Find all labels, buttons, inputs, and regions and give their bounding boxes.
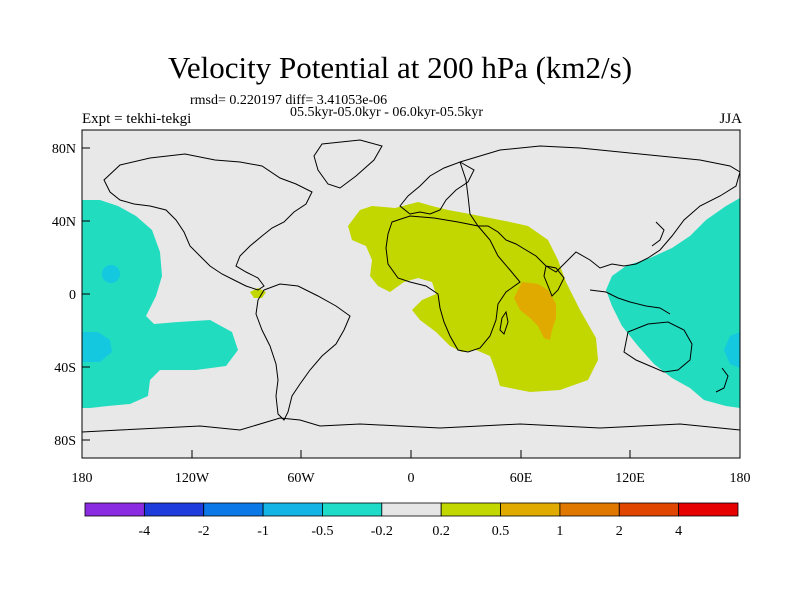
x-tick-label: 120E bbox=[615, 471, 645, 486]
colorbar-swatch bbox=[678, 502, 739, 517]
coast-south-america bbox=[255, 283, 351, 421]
coast-new-zealand bbox=[715, 367, 729, 393]
positive-region bbox=[348, 202, 598, 392]
y-tick-label: 80N bbox=[52, 142, 76, 157]
colorbar-label: 2 bbox=[616, 524, 623, 539]
x-tick-labels: 180 120W 60W 0 60E 120E 180 bbox=[72, 471, 751, 486]
negative-field bbox=[82, 198, 740, 408]
colorbar-label: 0.2 bbox=[432, 524, 450, 539]
coast-asia bbox=[459, 145, 741, 273]
coast-europe bbox=[399, 161, 475, 215]
colorbar-label: 4 bbox=[675, 524, 682, 539]
colorbar-swatch bbox=[143, 502, 205, 517]
colorbar-swatch bbox=[322, 502, 383, 517]
x-tick-label: 0 bbox=[408, 471, 415, 486]
x-tick-label: 180 bbox=[730, 471, 751, 486]
negative-west-pacific bbox=[606, 198, 740, 408]
colorbar-label: 1 bbox=[556, 524, 563, 539]
colorbar-swatch bbox=[440, 502, 501, 517]
colorbar-label: -1 bbox=[257, 524, 269, 539]
colorbar-swatch bbox=[203, 502, 264, 517]
colorbar-swatch bbox=[500, 502, 561, 517]
colorbar-label: -0.5 bbox=[311, 524, 333, 539]
colorbar-label: 0.5 bbox=[492, 524, 510, 539]
colorbar-label: -0.2 bbox=[371, 524, 393, 539]
colorbar-swatch bbox=[262, 502, 323, 517]
negative-spot-1 bbox=[102, 265, 120, 283]
negative-spot-2 bbox=[82, 332, 112, 362]
y-tick-labels: 80N 40N 0 40S 80S bbox=[52, 142, 76, 449]
colorbar: -4 -2 -1 -0.5 -0.2 0.2 0.5 1 2 4 bbox=[84, 502, 739, 539]
x-tick-label: 180 bbox=[72, 471, 93, 486]
colorbar-label: -2 bbox=[198, 524, 210, 539]
colorbar-swatch bbox=[559, 502, 620, 517]
coast-africa bbox=[385, 215, 521, 353]
negative-spot-3 bbox=[724, 332, 740, 368]
coast-indonesia bbox=[589, 289, 671, 315]
ticks bbox=[81, 147, 741, 458]
coastlines bbox=[81, 139, 741, 433]
x-tick-label: 60W bbox=[287, 471, 315, 486]
x-tick-label: 60E bbox=[510, 471, 533, 486]
coast-japan bbox=[651, 221, 665, 247]
y-tick-label: 40S bbox=[54, 361, 76, 376]
experiment-label: Expt = tekhi-tekgi bbox=[82, 111, 192, 127]
x-tick-label: 120W bbox=[175, 471, 210, 486]
stats-line: rmsd= 0.220197 diff= 3.41053e-06 bbox=[190, 93, 388, 108]
positive-spot bbox=[250, 288, 266, 298]
colorbar-swatch bbox=[381, 502, 442, 517]
positive-field bbox=[250, 202, 598, 392]
season-label: JJA bbox=[719, 111, 742, 127]
colorbar-swatch bbox=[618, 502, 680, 517]
y-tick-label: 40N bbox=[52, 215, 76, 230]
y-tick-label: 80S bbox=[54, 434, 76, 449]
positive-core bbox=[514, 282, 556, 340]
coast-australia bbox=[623, 321, 693, 373]
colorbar-label: -4 bbox=[139, 524, 151, 539]
negative-east-pacific bbox=[82, 200, 238, 408]
colorbar-swatch bbox=[84, 502, 145, 517]
coast-india bbox=[543, 265, 565, 297]
y-tick-label: 0 bbox=[69, 288, 76, 303]
chart-title: Velocity Potential at 200 hPa (km2/s) bbox=[167, 50, 633, 85]
coast-antarctica bbox=[81, 417, 741, 433]
coast-north-america bbox=[103, 153, 313, 291]
periods-line: 05.5kyr-05.0kyr - 06.0kyr-05.5kyr bbox=[290, 105, 484, 120]
coast-greenland bbox=[313, 139, 383, 189]
coast-madagascar bbox=[499, 310, 509, 335]
